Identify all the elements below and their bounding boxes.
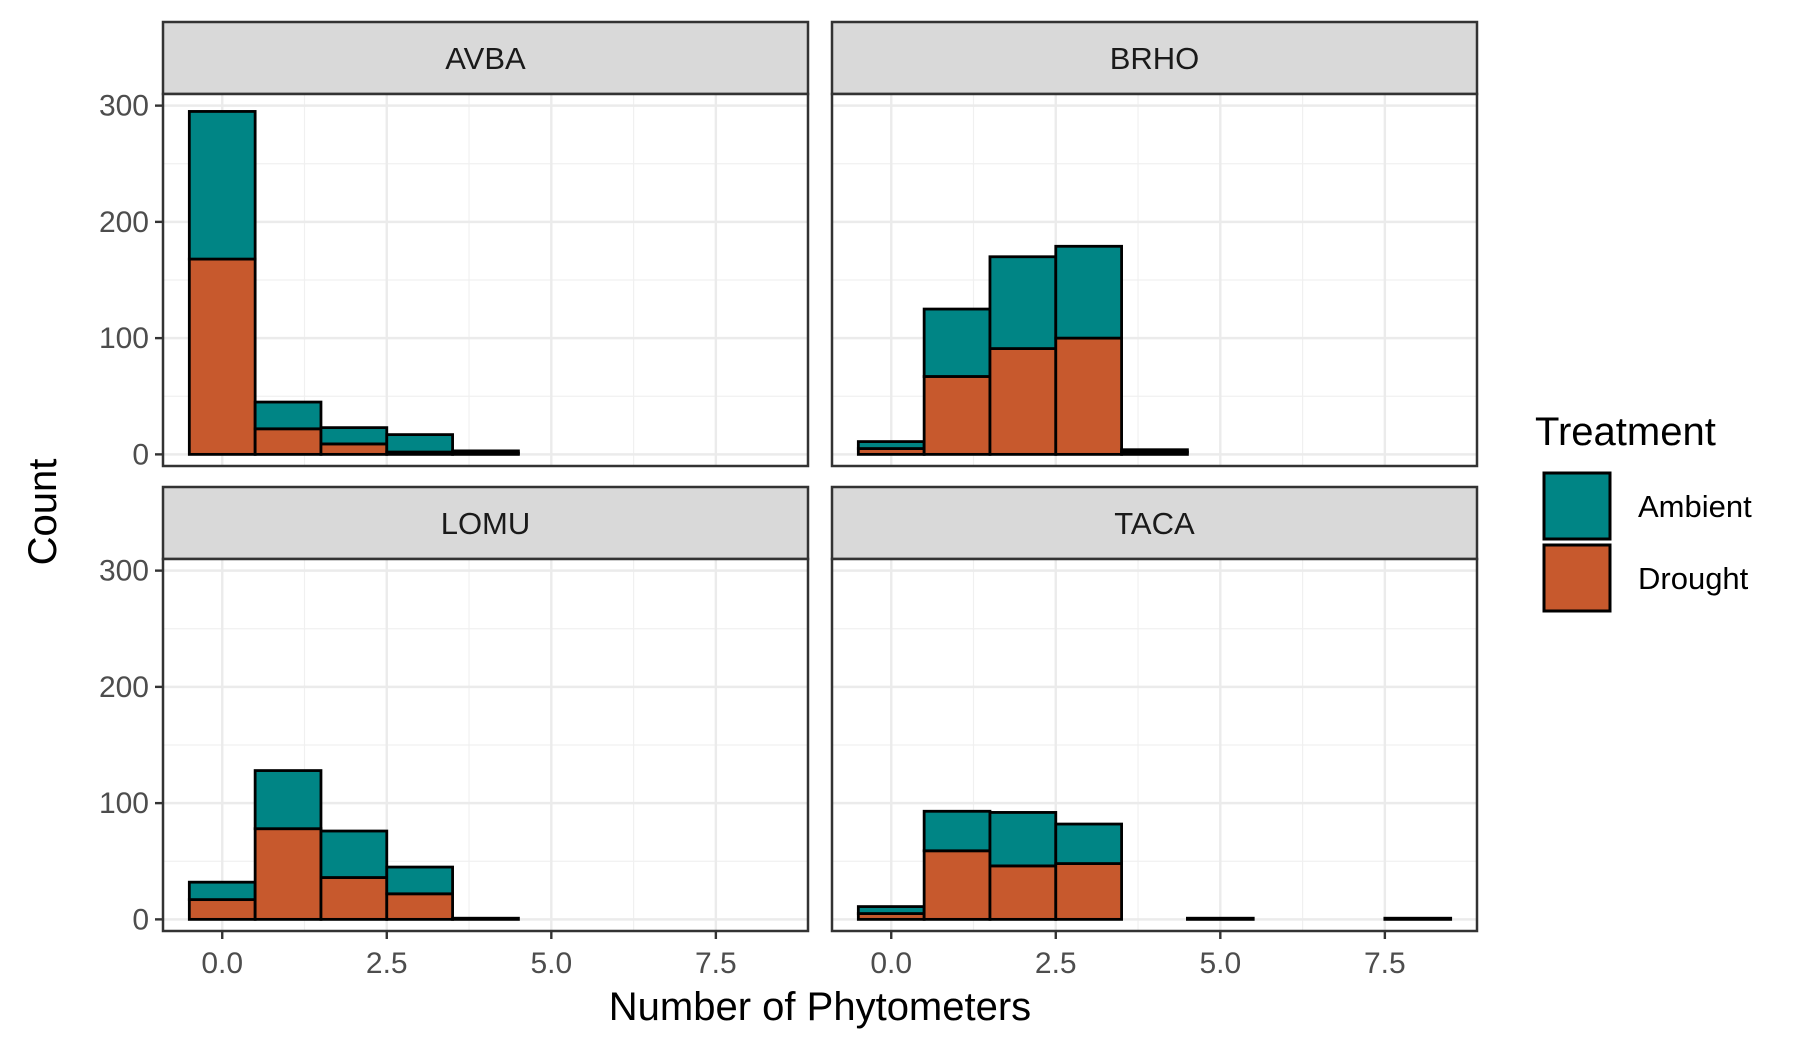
x-tick-label: 5.0	[530, 947, 572, 980]
facet-strip-label: BRHO	[1110, 41, 1200, 76]
y-tick-label: 0	[132, 903, 149, 936]
legend-label-drought: Drought	[1638, 561, 1749, 596]
y-tick-label: 200	[99, 206, 149, 239]
bar-drought-taca-5	[1186, 916, 1255, 921]
bar-drought-taca-3	[1054, 862, 1123, 921]
x-tick-label: 5.0	[1199, 947, 1241, 980]
bar-ambient-brho-4	[1120, 448, 1189, 454]
bar-ambient-taca-2	[988, 811, 1058, 868]
legend: Treatment Ambient Drought	[1535, 410, 1752, 613]
facet-strip-label: TACA	[1114, 506, 1195, 541]
legend-title: Treatment	[1535, 410, 1716, 454]
x-tick-label: 7.5	[695, 947, 737, 980]
panel-border	[161, 557, 810, 933]
bar-ambient-taca-0	[856, 905, 926, 915]
facet-strip	[161, 20, 810, 96]
bar-drought-lomu-4	[451, 916, 520, 921]
legend-key-ambient	[1542, 471, 1612, 541]
bar-ambient-avba-2	[319, 426, 389, 446]
bar-ambient-avba-3	[385, 433, 454, 454]
bar-ambient-lomu-3	[385, 865, 454, 896]
bar-drought-lomu-2	[319, 876, 389, 921]
x-tick-label: 2.5	[1035, 947, 1077, 980]
bar-ambient-taca-3	[1054, 822, 1123, 865]
y-axis-title: Count	[21, 459, 65, 566]
bar-drought-brho-1	[922, 375, 992, 456]
bar-ambient-lomu-2	[319, 829, 389, 879]
bar-ambient-avba-1	[253, 400, 323, 431]
facet-strip	[830, 485, 1479, 561]
panel-border	[830, 92, 1479, 468]
y-tick-label: 300	[99, 90, 149, 123]
facet-panel-taca: TACA	[830, 485, 1479, 933]
legend-key-drought	[1542, 543, 1612, 613]
y-tick-label: 100	[99, 787, 149, 820]
panel-border	[830, 557, 1479, 933]
bar-drought-lomu-3	[385, 892, 454, 921]
legend-label-ambient: Ambient	[1638, 489, 1752, 524]
bar-ambient-avba-0	[187, 110, 257, 261]
axes: 0 100 200 300 0 100 200 300 0.0 2.5 5.0 7.5 0.0 2.5 5.…	[99, 90, 1406, 980]
bar-drought-brho-3	[1054, 336, 1123, 456]
x-tick-label: 7.5	[1364, 947, 1406, 980]
bar-drought-brho-2	[988, 347, 1058, 456]
bar-drought-lomu-0	[187, 898, 257, 921]
bar-drought-lomu-1	[253, 827, 323, 921]
y-tick-label: 100	[99, 322, 149, 355]
x-axis-title: Number of Phytometers	[609, 985, 1031, 1029]
bar-drought-taca-2	[988, 864, 1058, 921]
bar-ambient-lomu-1	[253, 769, 323, 831]
facet-panels: AVBA BRHO LOMU TACA	[161, 20, 1479, 933]
bar-drought-avba-1	[253, 427, 323, 456]
facet-panel-avba: AVBA	[161, 20, 810, 468]
facet-strip-label: AVBA	[445, 41, 526, 76]
bar-drought-taca-8	[1383, 916, 1453, 921]
bar-ambient-lomu-0	[187, 880, 257, 902]
x-tick-label: 2.5	[366, 947, 408, 980]
panel-border	[161, 92, 810, 468]
x-tick-label: 0.0	[870, 947, 912, 980]
bar-ambient-brho-1	[922, 307, 992, 378]
bar-ambient-brho-2	[988, 255, 1058, 350]
y-tick-label: 300	[99, 555, 149, 588]
bar-ambient-brho-3	[1054, 244, 1123, 340]
y-tick-label: 0	[132, 438, 149, 471]
facet-strip-label: LOMU	[441, 506, 531, 541]
facet-panel-lomu: LOMU	[161, 485, 810, 933]
facet-panel-brho: BRHO	[830, 20, 1479, 468]
bar-drought-avba-2	[319, 442, 389, 456]
bar-ambient-brho-0	[856, 440, 926, 450]
y-tick-label: 200	[99, 671, 149, 704]
bar-drought-avba-0	[187, 257, 257, 456]
x-tick-label: 0.0	[201, 947, 243, 980]
bar-drought-taca-1	[922, 849, 992, 921]
bar-ambient-taca-1	[922, 809, 992, 853]
bar-ambient-avba-4	[451, 449, 520, 455]
